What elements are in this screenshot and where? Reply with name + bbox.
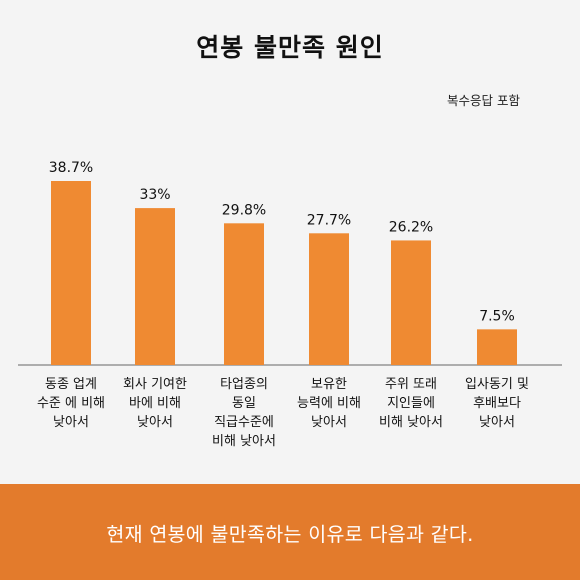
category-label-2: 회사 기여한 바에 비해 낮아서 [123, 377, 187, 430]
category-label-6: 입사동기 및 후배보다 낮아서 [465, 377, 529, 430]
data-label-1: 38.7% [49, 160, 93, 176]
footer-banner: 현재 연봉에 불만족하는 이유로 다음과 같다. [0, 484, 580, 580]
multiple-response-note: 복수응답 포함 [447, 93, 520, 108]
bar-5 [391, 240, 431, 365]
category-label-1: 동종 업계 수준 에 비해 낮아서 [37, 377, 105, 430]
data-label-6: 7.5% [479, 308, 515, 324]
bar-4 [309, 233, 349, 365]
data-label-2: 33% [139, 187, 170, 203]
category-label-4: 보유한 능력에 비해 낮아서 [297, 377, 361, 430]
bar-chart: 38.7% 동종 업계 수준 에 비해 낮아서 33% 회사 기여한 바에 비해 낮아서 29.… [18, 160, 562, 449]
footer-caption: 현재 연봉에 불만족하는 이유로 다음과 같다. [106, 522, 474, 546]
bar-1 [51, 181, 91, 365]
chart-title: 연봉 불만족 원인 [196, 33, 384, 62]
data-label-4: 27.7% [307, 212, 351, 228]
chart-card: 연봉 불만족 원인 복수응답 포함 38.7% 동종 업계 수준 에 비해 낮아서 33… [18, 33, 562, 449]
category-label-3: 타업종의 동일 직급수준에 비해 낮아서 [212, 377, 276, 449]
data-label-5: 26.2% [389, 219, 433, 235]
bar-3 [224, 223, 264, 365]
bar-6 [477, 329, 517, 365]
data-label-3: 29.8% [222, 202, 266, 218]
category-label-5: 주위 또래 지인들에 비해 낮아서 [379, 377, 443, 430]
bar-2 [135, 208, 175, 365]
